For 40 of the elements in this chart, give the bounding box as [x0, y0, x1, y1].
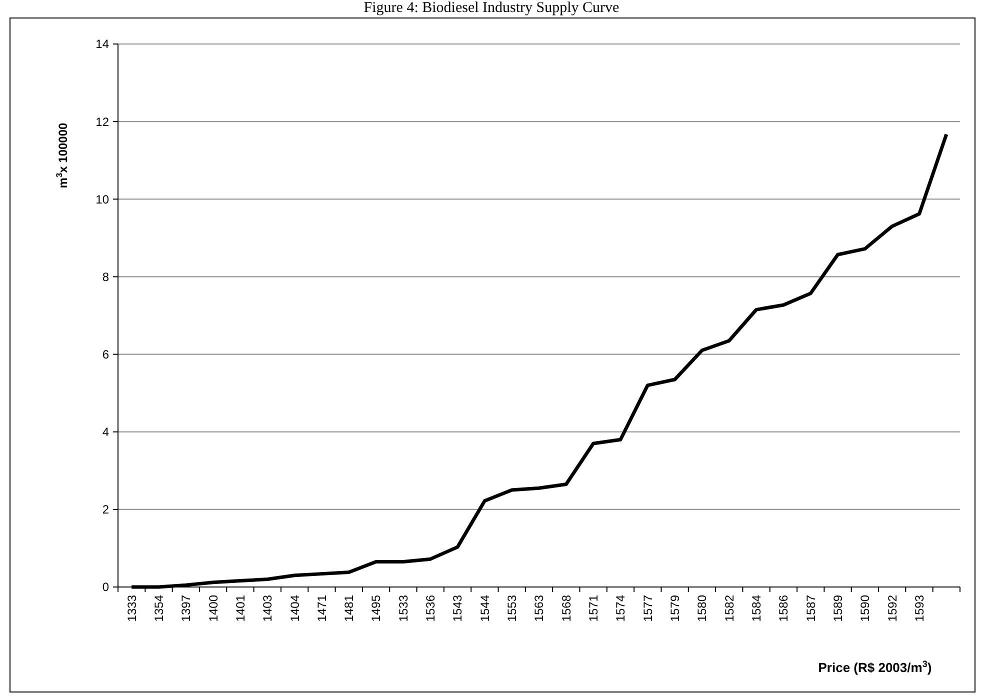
x-tick-label: 1592 — [885, 594, 900, 622]
x-tick-label: 1397 — [179, 594, 194, 622]
x-tick-label: 1579 — [668, 594, 682, 622]
x-tick-label: 1543 — [450, 594, 465, 622]
y-tick-label: 6 — [102, 347, 110, 362]
x-tick-label: 1471 — [314, 594, 329, 622]
x-tick-label: 1584 — [749, 594, 764, 622]
y-tick-label: 0 — [102, 580, 110, 594]
x-tick-label: 1574 — [614, 594, 628, 622]
x-tick-label: 1403 — [260, 594, 275, 622]
x-tick-label: 1333 — [124, 594, 139, 622]
x-axis-title: Price (R$ 2003/m$^{3}$) — [818, 659, 932, 675]
x-tick-label: 1401 — [233, 594, 248, 622]
x-tick-label: 1577 — [640, 594, 655, 622]
y-tick-label: 2 — [102, 502, 110, 517]
x-tick-label: 1544 — [478, 594, 492, 622]
x-tick-label: 1587 — [804, 594, 818, 622]
x-tick-label: 1590 — [858, 594, 872, 622]
x-tick-label: 1354 — [152, 594, 166, 622]
y-tick-label: 8 — [102, 270, 110, 284]
x-tick-label: 1533 — [396, 594, 410, 622]
y-tick-label: 10 — [96, 192, 110, 206]
x-tick-label: 1536 — [424, 594, 438, 622]
x-tick-label: 1582 — [722, 594, 736, 622]
x-tick-label: 1593 — [912, 594, 926, 622]
y-tick-label: 12 — [96, 114, 110, 129]
x-tick-label: 1568 — [559, 594, 574, 622]
x-tick-label: 1589 — [830, 594, 845, 622]
x-tick-label: 1586 — [776, 594, 791, 622]
x-tick-label: 1400 — [206, 594, 220, 622]
y-tick-label: 4 — [102, 425, 110, 440]
x-tick-label: 1563 — [532, 594, 546, 622]
x-tick-label: 1553 — [505, 594, 520, 622]
chart-title: Figure 4: Biodiesel Industry Supply Curve — [364, 0, 620, 16]
x-tick-label: 1571 — [586, 594, 601, 622]
x-tick-label: 1580 — [695, 594, 710, 622]
y-tick-label: 14 — [96, 37, 110, 52]
x-tick-label: 1495 — [369, 594, 384, 622]
x-tick-label: 1481 — [342, 594, 356, 622]
x-tick-label: 1404 — [288, 594, 302, 622]
